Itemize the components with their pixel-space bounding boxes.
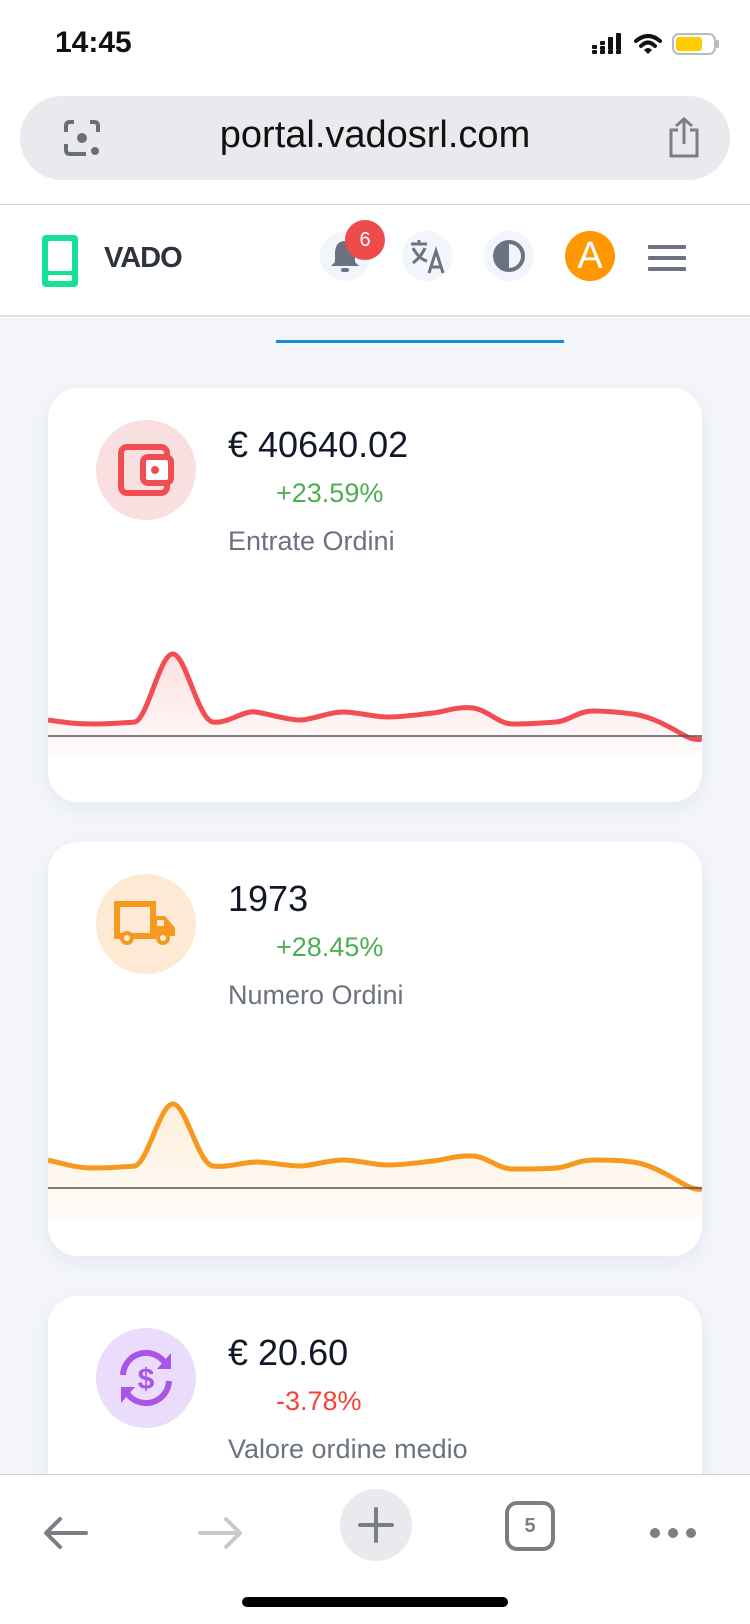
tab-count: 5 — [524, 1514, 536, 1537]
app-header: VADO 6 A — [0, 205, 750, 317]
card-label: Numero Ordini — [228, 980, 404, 1010]
more-button[interactable] — [645, 1503, 701, 1563]
status-bar: 14:45 — [0, 0, 750, 90]
card-value: € 20.60 — [228, 1332, 349, 1373]
back-arrow-icon — [44, 1517, 88, 1549]
battery-icon — [672, 33, 719, 55]
lens-icon[interactable] — [62, 118, 102, 158]
status-icons — [592, 32, 720, 56]
browser-divider — [0, 204, 750, 205]
home-indicator — [242, 1597, 508, 1607]
tabs-button[interactable]: 5 — [505, 1501, 555, 1551]
hamburger-menu-icon[interactable] — [648, 245, 686, 278]
dollar-exchange-icon: $ — [120, 1349, 172, 1407]
vado-logo-icon[interactable] — [42, 235, 78, 287]
language-button[interactable] — [402, 231, 452, 281]
card-change: +23.59% — [276, 478, 384, 508]
active-tab-indicator — [276, 340, 564, 343]
card-label: Entrate Ordini — [228, 526, 395, 556]
new-tab-button[interactable] — [340, 1489, 412, 1561]
forward-button[interactable] — [190, 1503, 250, 1563]
wifi-icon — [634, 34, 662, 54]
brand-name[interactable]: VADO — [104, 242, 183, 274]
browser-toolbar: 5 — [0, 1474, 750, 1624]
more-icon — [650, 1528, 696, 1538]
card-change: -3.78% — [276, 1386, 362, 1416]
menu-line — [648, 256, 686, 260]
forward-arrow-icon — [198, 1517, 242, 1549]
url-text[interactable]: portal.vadosrl.com — [219, 114, 531, 156]
svg-text:$: $ — [138, 1363, 155, 1396]
menu-line — [648, 245, 686, 249]
card-value: 1973 — [228, 878, 309, 919]
plus-icon — [358, 1507, 394, 1543]
notification-badge: 6 — [345, 220, 385, 260]
orders-sparkline-chart — [48, 1101, 702, 1222]
card-icon-container: $ — [96, 1328, 196, 1428]
card-change: +28.45% — [276, 932, 384, 962]
main-content[interactable]: € 40640.02 +23.59% Entrate Ordini — [0, 318, 750, 1474]
signal-icon — [592, 33, 621, 54]
stat-card-avg-order: $ € 20.60 -3.78% Valore ordine medio — [48, 1296, 702, 1474]
card-value: € 40640.02 — [228, 424, 409, 465]
clock: 14:45 — [55, 26, 132, 59]
address-bar[interactable]: portal.vadosrl.com — [20, 96, 730, 180]
back-button[interactable] — [36, 1503, 96, 1563]
theme-toggle-button[interactable] — [484, 231, 534, 281]
wallet-icon — [118, 444, 174, 496]
menu-line — [648, 267, 686, 271]
stat-card-revenue: € 40640.02 +23.59% Entrate Ordini — [48, 388, 702, 802]
translate-icon — [411, 240, 445, 274]
contrast-icon — [493, 240, 525, 272]
card-icon-container — [96, 874, 196, 974]
truck-icon — [114, 901, 175, 945]
revenue-sparkline-chart — [48, 651, 702, 755]
card-label: Valore ordine medio — [228, 1434, 468, 1464]
stat-card-orders: 1973 +28.45% Numero Ordini — [48, 842, 702, 1256]
avatar[interactable]: A — [565, 231, 615, 281]
card-icon-container — [96, 420, 196, 520]
share-icon[interactable] — [666, 116, 702, 160]
